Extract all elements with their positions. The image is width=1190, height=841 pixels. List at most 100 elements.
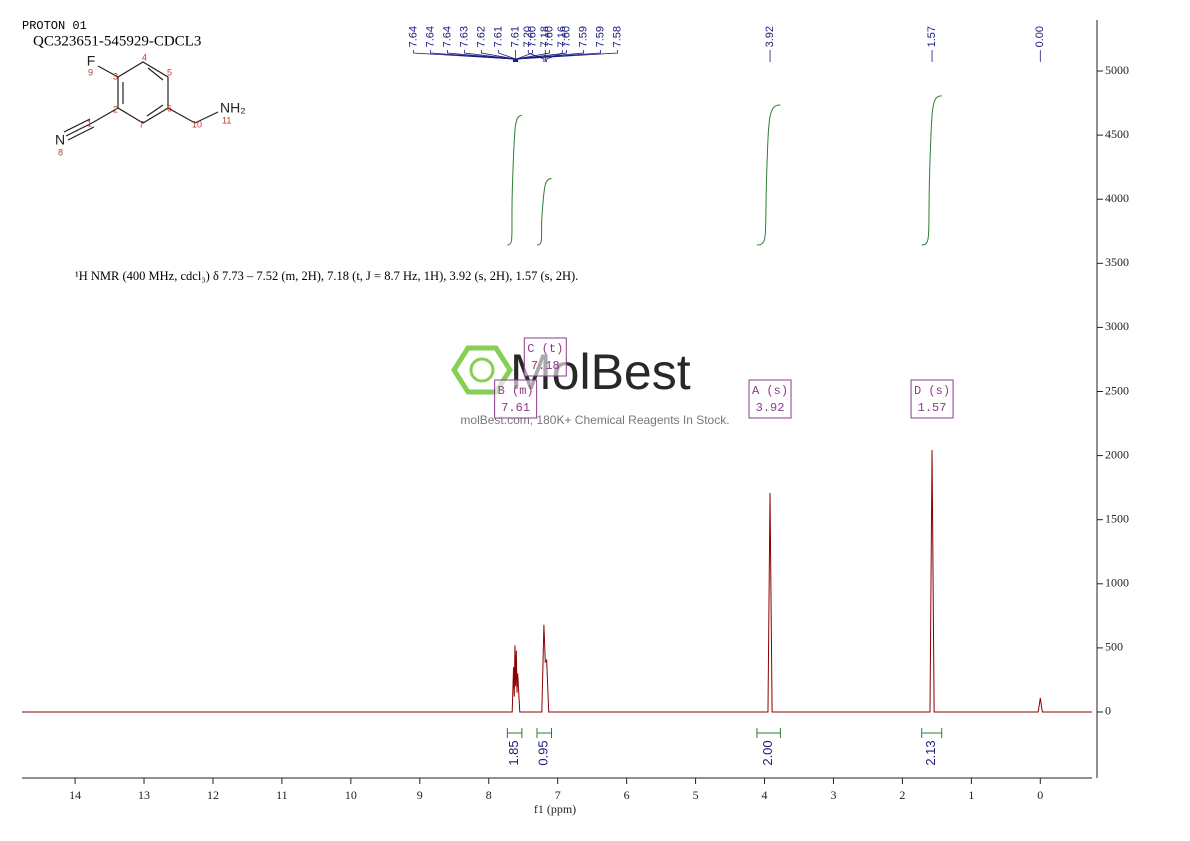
y-tick-label: 2500 <box>1105 383 1129 397</box>
x-tick-label: 9 <box>417 788 423 802</box>
multiplet-box <box>523 337 567 377</box>
atom-number: 10 <box>192 119 202 129</box>
nmr-description: ¹H NMR (400 MHz, cdcl₃) δ 7.73 – 7.52 (m… <box>75 269 578 283</box>
chart-subtitle: QC323651-545929-CDCL3 <box>33 33 201 49</box>
multiplet-label: A (s) <box>752 384 788 398</box>
multiplet-label: D (s) <box>914 384 950 398</box>
x-tick-label: 3 <box>830 788 836 802</box>
bond <box>63 118 91 133</box>
peak-label: 7.64 <box>424 26 436 47</box>
integral-range <box>921 728 943 738</box>
y-tick-label: 3500 <box>1105 255 1129 269</box>
bond <box>91 107 119 124</box>
atom-number: 5 <box>167 67 172 77</box>
multiplet-label: B (m) <box>498 384 534 398</box>
chart-title: PROTON 01 <box>22 19 87 33</box>
molecule <box>63 61 219 141</box>
peak-label: 7.16 <box>556 26 568 47</box>
integral-curve <box>756 104 781 246</box>
y-tick-label: 3000 <box>1105 319 1129 333</box>
integral-range <box>536 728 552 738</box>
peak-label: 7.18 <box>539 26 551 47</box>
multiplet-box <box>494 379 538 419</box>
atom-label: NH₂ <box>220 100 246 116</box>
multiplet-label: C (t) <box>527 342 563 356</box>
peak-label: 7.64 <box>407 26 419 47</box>
integral-curve <box>921 95 942 246</box>
x-tick-label: 10 <box>345 788 357 802</box>
y-tick-label: 0 <box>1105 704 1111 718</box>
x-tick-label: 4 <box>762 788 768 802</box>
peak-label: 7.59 <box>577 26 589 47</box>
integral-curve <box>536 178 552 246</box>
atom-label: N <box>55 132 65 148</box>
peak-label: 7.60 <box>543 26 555 47</box>
bond <box>146 104 164 117</box>
multiplet-box <box>910 379 954 419</box>
y-tick-label: 1000 <box>1105 576 1129 590</box>
peak-label: 3.92 <box>764 26 776 47</box>
y-tick-label: 5000 <box>1105 63 1129 77</box>
bond <box>194 111 219 124</box>
bond <box>147 67 164 81</box>
bond <box>97 65 119 78</box>
bond <box>67 126 95 141</box>
atom-number: 11 <box>222 115 231 125</box>
y-tick-label: 500 <box>1105 640 1123 654</box>
logo-ring <box>469 357 495 383</box>
peak-label: 7.20 <box>522 26 534 47</box>
peak-leader <box>516 50 601 62</box>
integral-range <box>506 728 523 738</box>
peak-label: 7.64 <box>441 26 453 47</box>
peak-label: 1.57 <box>926 26 938 47</box>
integral-label: 1.85 <box>506 740 521 765</box>
integral-range <box>756 728 781 738</box>
atom-number: 2 <box>113 104 118 114</box>
x-tick-label: 11 <box>276 788 288 802</box>
x-tick-label: 12 <box>207 788 219 802</box>
integral-label: 0.95 <box>536 740 551 765</box>
atom-number: 7 <box>139 119 144 129</box>
peak-label: 7.60 <box>526 26 538 47</box>
peak-leader <box>464 50 515 62</box>
spectrum <box>22 449 1092 713</box>
peak-label: 7.58 <box>611 26 623 47</box>
multiplet-shift: 7.61 <box>501 401 530 415</box>
multiplet-shift: 7.18 <box>531 359 560 373</box>
x-tick-label: 7 <box>555 788 561 802</box>
peak-leader <box>515 50 567 62</box>
y-tick-label: 2000 <box>1105 447 1129 461</box>
peak-label: 7.61 <box>492 26 504 47</box>
x-tick-label: 14 <box>69 788 81 802</box>
peak-leader <box>517 50 618 62</box>
peak-leader <box>447 50 514 62</box>
x-tick-label: 0 <box>1037 788 1043 802</box>
atom-number: 4 <box>142 52 147 62</box>
peak-label: 0.00 <box>1034 26 1046 47</box>
atom-number: 9 <box>88 67 93 77</box>
atom-number: 6 <box>167 103 172 113</box>
x-tick-label: 6 <box>624 788 630 802</box>
bond <box>167 107 196 124</box>
atom-number: 1 <box>87 118 92 128</box>
y-tick-label: 4000 <box>1105 191 1129 205</box>
atom-number: 3 <box>113 71 118 81</box>
integral-label: 2.13 <box>923 740 938 765</box>
y-tick-label: 1500 <box>1105 511 1129 525</box>
peak-leader <box>546 50 563 62</box>
peak-leader <box>481 50 516 62</box>
x-axis-label: f1 (ppm) <box>534 802 576 816</box>
peak-label: 7.59 <box>594 26 606 47</box>
peak-label: 7.63 <box>458 26 470 47</box>
peak-label: 7.61 <box>509 26 521 47</box>
peak-leader <box>527 50 545 62</box>
x-tick-label: 2 <box>899 788 905 802</box>
x-tick-label: 13 <box>138 788 150 802</box>
integral-label: 2.00 <box>760 740 775 765</box>
x-tick-label: 1 <box>968 788 974 802</box>
peak-label: 7.62 <box>475 26 487 47</box>
multiplet-shift: 1.57 <box>918 401 947 415</box>
multiplet-shift: 3.92 <box>756 401 785 415</box>
